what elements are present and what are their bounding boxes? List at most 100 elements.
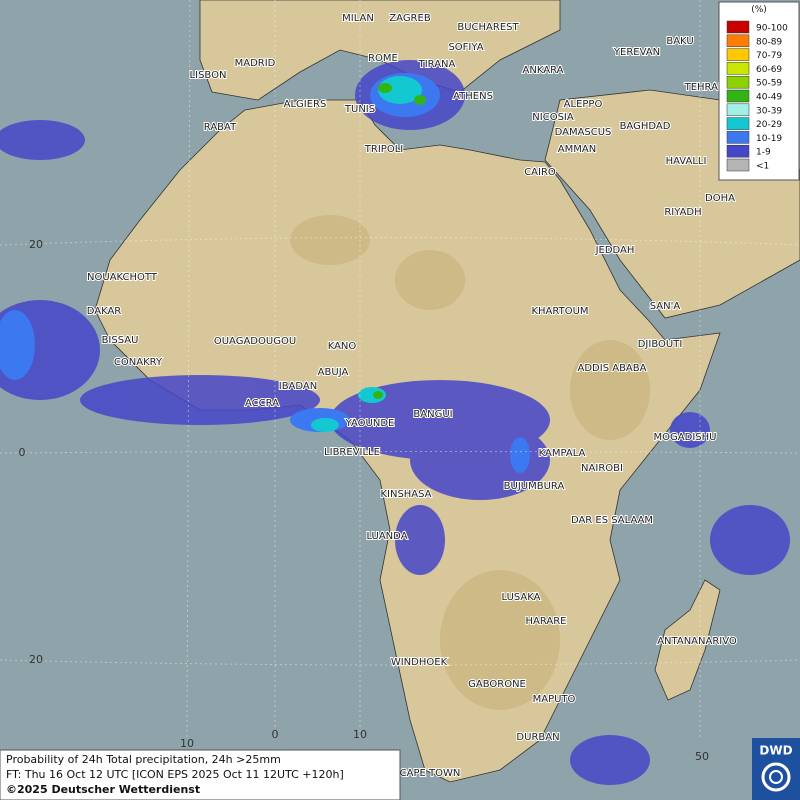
legend-label: 80-89 <box>756 37 782 47</box>
tibesti <box>395 250 465 310</box>
city-label: HARARE <box>525 616 566 627</box>
meridian <box>186 0 191 741</box>
city-label: DOHA <box>705 193 735 204</box>
legend: (%) 90-100 80-89 70-79 60-69 50-59 40-49 30-39… <box>718 1 800 181</box>
legend-label: 40-49 <box>756 93 782 103</box>
precip <box>710 505 790 575</box>
caption-line: ©2025 Deutscher Wetterdienst <box>6 783 200 796</box>
city-label: HAVALLI <box>666 156 707 167</box>
grid-label: 20 <box>29 653 43 666</box>
precip-top <box>373 83 426 399</box>
city-label: LUANDA <box>366 531 407 542</box>
city-label: DAKAR <box>87 306 122 317</box>
precip <box>414 95 426 105</box>
grid-label: 20 <box>29 238 43 251</box>
legend-swatch <box>726 48 750 61</box>
grid-label: 0 <box>272 728 279 741</box>
city-label: BUJUMBURA <box>504 481 565 492</box>
precip <box>358 387 386 403</box>
city-label: BUCHAREST <box>457 22 519 33</box>
city-label: ADDIS ABABA <box>578 363 647 374</box>
city-label: CAIRO <box>524 167 556 178</box>
precip <box>373 391 383 399</box>
grid-label: 50 <box>695 750 709 763</box>
legend-swatch <box>726 144 750 158</box>
precip-high <box>311 76 422 432</box>
legend-swatch <box>726 20 750 34</box>
city-label: GABORONE <box>468 679 526 690</box>
city-label: TIRANA <box>418 59 456 70</box>
city-label: LISBON <box>190 70 227 81</box>
caption-line: FT: Thu 16 Oct 12 UTC [ICON EPS 2025 Oct… <box>6 768 344 781</box>
grid-label: 10 <box>353 728 367 741</box>
parallel <box>0 451 800 454</box>
madagascar <box>654 579 721 701</box>
city-label: LIBREVILLE <box>324 447 380 458</box>
city-label: SAN'A <box>650 301 681 312</box>
city-label: OUAGADOUGOU <box>214 336 296 347</box>
city-label: YAOUNDE <box>345 418 395 429</box>
parallel <box>0 237 800 246</box>
city-label: WINDHOEK <box>391 657 448 668</box>
graticule <box>0 0 800 741</box>
logo: DWD <box>752 738 800 800</box>
city-label: TRIPOLI <box>364 144 403 155</box>
legend-title: (%) <box>751 5 767 15</box>
logo-text: DWD <box>759 744 792 758</box>
city-label: RABAT <box>204 122 237 133</box>
city-label: MADRID <box>235 58 276 69</box>
city-label: ANTANANARIVO <box>657 636 737 647</box>
legend-swatch <box>726 34 750 48</box>
city-label: BAKU <box>666 36 693 47</box>
precip <box>0 310 35 380</box>
city-label: JEDDAH <box>595 245 635 256</box>
city-label: NICOSIA <box>532 112 574 123</box>
legend-swatch <box>726 158 750 172</box>
city-label: YEREVAN <box>613 47 660 58</box>
city-label: NOUAKCHOTT <box>87 272 158 283</box>
grid-label: 0 <box>19 446 26 459</box>
logo-swirl <box>761 762 791 792</box>
grid-label: 10 <box>180 737 194 750</box>
city-label: ROME <box>368 53 398 64</box>
city-label: ACCRA <box>245 398 279 409</box>
city-label: MILAN <box>342 13 374 24</box>
city-label: DURBAN <box>516 732 559 743</box>
legend-label: 10-19 <box>756 134 782 144</box>
city-label: BANGUI <box>413 409 452 420</box>
caption-box <box>0 749 401 800</box>
legend-swatch <box>726 103 750 117</box>
city-label: IBADAN <box>279 381 318 392</box>
city-label: RIYADH <box>664 207 701 218</box>
legend-label: 90-100 <box>756 24 788 34</box>
precip <box>80 375 320 425</box>
precip <box>570 735 650 785</box>
city-label: ABUJA <box>318 367 349 378</box>
city-label: LUSAKA <box>502 592 541 603</box>
city-label: ALEPPO <box>564 99 603 110</box>
legend-swatch <box>726 89 750 103</box>
precip <box>311 418 339 432</box>
grid-labels: 20 0 20 10 0 10 50 <box>19 238 710 763</box>
city-label: BISSAU <box>102 335 139 346</box>
city-label: AMMAN <box>558 144 596 155</box>
legend-swatch <box>726 131 750 144</box>
city-label: ATHENS <box>453 91 493 102</box>
legend-swatch <box>726 75 750 89</box>
city-label: CONAKRY <box>114 357 163 368</box>
precip <box>0 120 85 160</box>
legend-label: 30-39 <box>756 106 782 116</box>
precip <box>670 412 710 448</box>
legend-swatch <box>726 62 750 75</box>
city-label: KAMPALA <box>539 448 586 459</box>
precip <box>378 76 422 104</box>
legend-label: 60-69 <box>756 65 782 75</box>
europe <box>199 0 561 101</box>
city-label: DJIBOUTI <box>638 339 683 350</box>
legend-label: 50-59 <box>756 79 782 89</box>
ahaggar <box>290 215 370 265</box>
ethiopia <box>570 340 650 440</box>
city-label: NAIROBI <box>581 463 623 474</box>
relief <box>290 215 650 710</box>
precip <box>378 83 392 93</box>
